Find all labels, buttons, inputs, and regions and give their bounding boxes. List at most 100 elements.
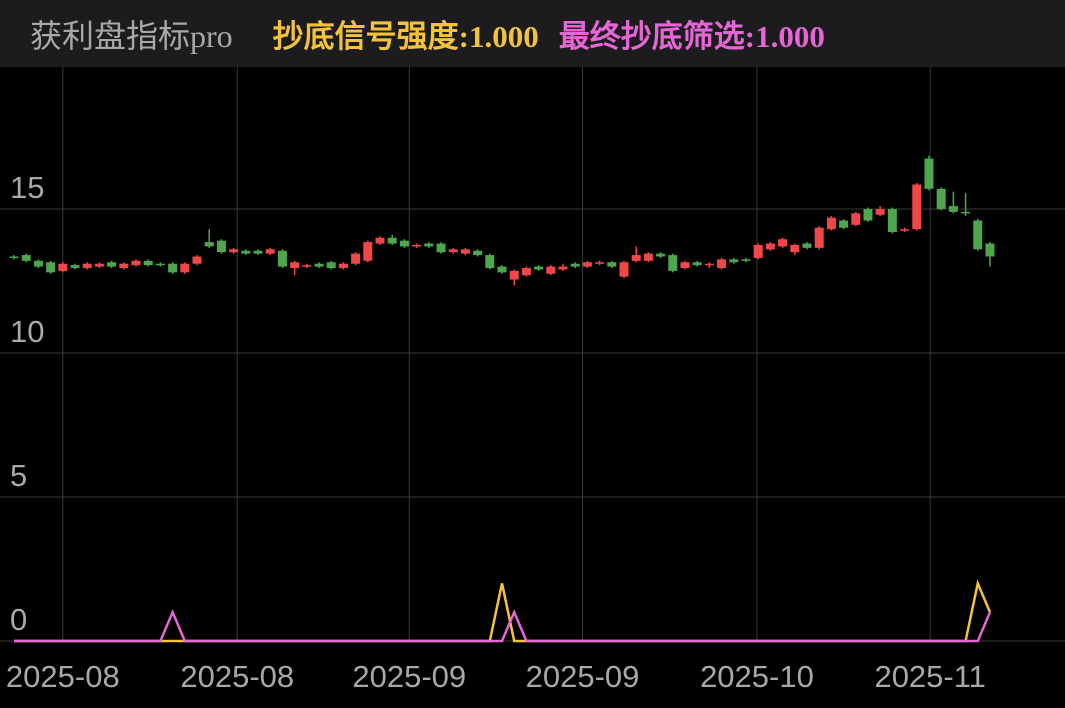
candle-body [619,262,629,277]
candle-body [229,249,239,253]
x-tick-label: 2025-11 [874,659,985,694]
legend-value: 1.000 [469,19,539,54]
candle-body [460,249,470,254]
candle-body [741,259,751,261]
x-tick-label: 2025-09 [526,659,640,694]
candle-body [534,266,544,270]
legend-name: 抄底信号强度 [272,19,459,54]
candle-body [216,240,226,253]
candle-body [521,268,531,276]
candle-body [9,256,19,259]
legend-separator: : [458,19,469,54]
legend-item: 抄底信号强度:1.000 [273,11,539,56]
legend-value: 1.000 [755,19,825,54]
candle-body [265,249,275,254]
candle-body [826,217,836,230]
candle-body [46,262,56,273]
candle-body [607,262,617,267]
candle-body [290,262,300,269]
candle-body [180,263,190,273]
candle-body [729,259,739,263]
candle-body [253,250,263,254]
candle-body [302,265,312,267]
candle-body [924,158,934,189]
candle-body [765,243,775,250]
candle-body [753,244,763,258]
candle-body [387,237,397,244]
candle-body [948,206,958,212]
candle-body [485,255,495,269]
candle-body [119,263,129,269]
candle-body [692,262,702,266]
candle-body [546,266,556,274]
candle-body [204,242,214,247]
candle-body [558,266,568,270]
y-tick-label: 10 [10,314,44,349]
chart-title: 获利盘指标pro [30,17,233,54]
candle-body [643,253,653,261]
candle-body [717,259,727,269]
candle-body [887,208,897,233]
candle-body [631,255,641,261]
candle-body [973,220,983,250]
x-tick-label: 2025-08 [180,659,294,694]
candle-body [33,260,43,267]
x-tick-label: 2025-09 [352,659,466,694]
candle-body [326,262,336,269]
candle-body [814,227,824,248]
candle-body [168,263,178,273]
candle-body [863,208,873,221]
candle-body [790,244,800,253]
candle-body [802,243,812,248]
candle-body [375,237,385,244]
candle-body [277,250,287,267]
candle-body [704,263,714,266]
candle-body [778,239,788,247]
candle-body [448,249,458,253]
candle-body [351,253,361,264]
candle-body [656,253,666,257]
candle-body [436,243,446,253]
y-tick-label: 0 [10,602,27,637]
candle-body [58,263,68,271]
candle-body [399,240,409,247]
candle-body [94,263,104,267]
candle-body [21,255,31,261]
candle-body [192,256,202,264]
candle-body [875,208,885,215]
candle-body [912,184,922,230]
candle-body [82,263,92,269]
candle-body [936,188,946,209]
candle-body [473,250,483,256]
signal-line [14,579,992,643]
signal-line [14,608,992,643]
candle-body [668,255,678,271]
candle-body [241,250,251,254]
candle-body [582,262,592,267]
y-tick-label: 5 [10,458,27,493]
candle-body [338,263,348,269]
candle-body [595,262,605,264]
candle-body [143,260,153,266]
candle-body [497,266,507,273]
candle-body [131,260,141,266]
legend-separator: : [744,19,756,54]
candle-body [961,211,971,214]
legend-item: 最终抄底筛选:1.000 [559,11,825,56]
x-tick-label: 2025-08 [6,659,120,694]
candle-body [839,220,849,228]
candle-body [900,229,910,231]
candle-body [509,270,519,280]
candle-body [363,242,373,261]
candle-body [412,244,422,247]
chart: 0 5 10 15 2025-08 2025-08 2025-09 2025-09 2025-1… [0,67,1065,694]
candle-body [314,263,324,267]
candle-body [107,262,117,267]
candle-body [851,213,861,225]
legend-name: 最终抄底筛选 [558,19,745,54]
header: 获利盘指标pro 抄底信号强度:1.000 最终抄底筛选:1.000 [0,0,1065,67]
x-tick-label: 2025-10 [700,659,814,694]
candle-body [985,243,995,257]
candle-body [70,265,80,269]
